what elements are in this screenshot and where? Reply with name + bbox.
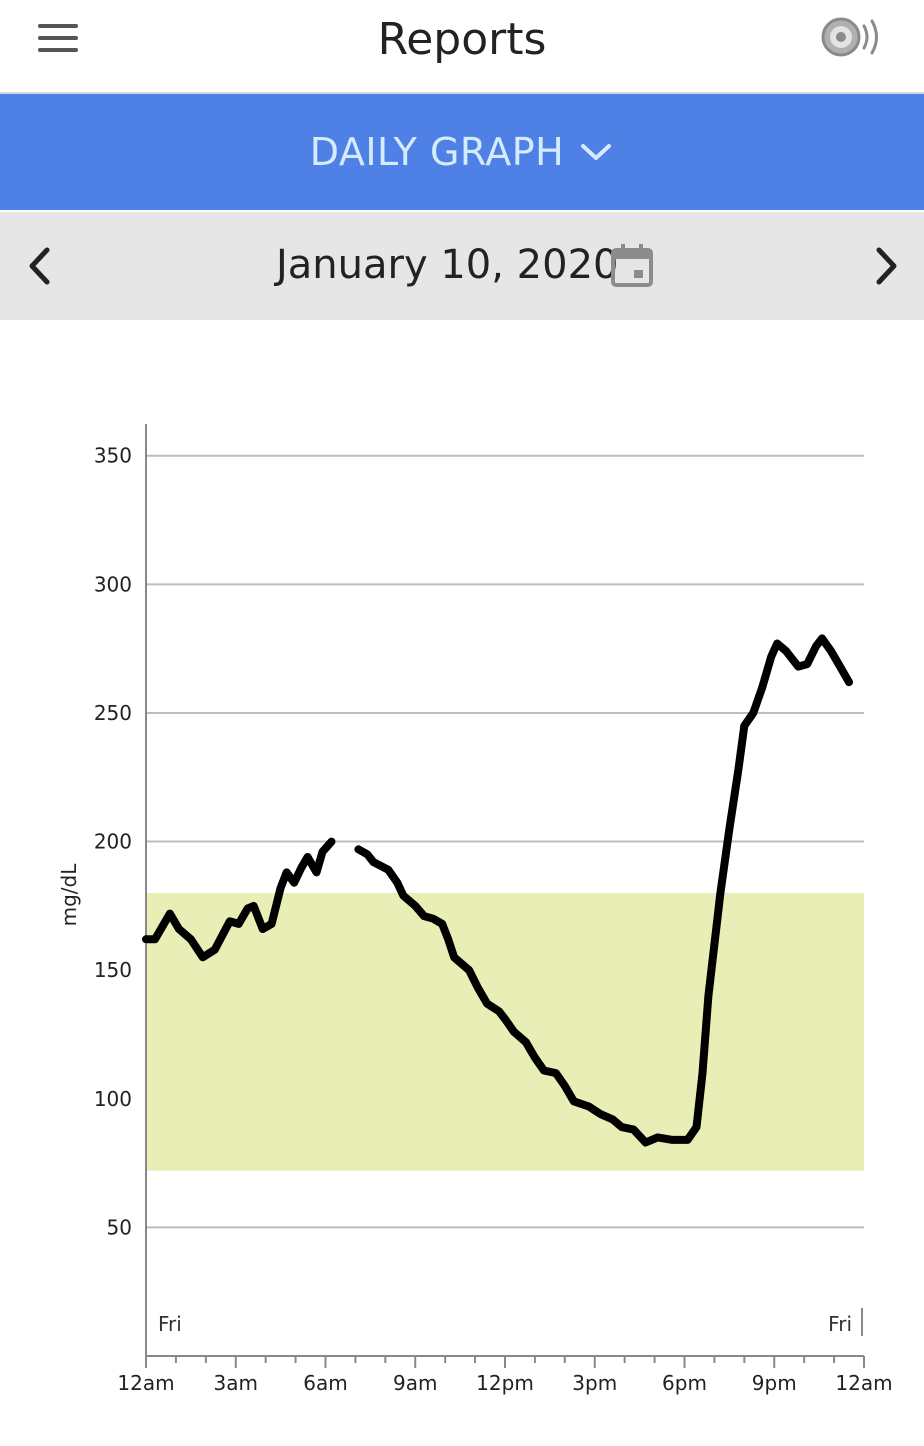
y-axis-label: mg/dL [57,863,81,927]
x-tick-label: 6am [303,1371,347,1395]
next-day-chevron-icon[interactable] [866,244,906,288]
y-tick-label: 150 [94,958,132,982]
page-title: Reports [0,14,924,65]
report-type-label: DAILY GRAPH [310,130,565,174]
date-navigator: January 10, 2020 [0,212,924,320]
y-tick-label: 50 [107,1215,132,1239]
x-tick-label: 3am [214,1371,258,1395]
sensor-signal-icon[interactable] [818,14,888,60]
day-label-end: Fri [828,1312,852,1336]
y-axis-ticks: 50 100 150 200 250 300 350 [94,444,132,1240]
y-tick-label: 100 [94,1087,132,1111]
y-tick-label: 300 [94,572,132,596]
x-tick-label: 9pm [752,1371,797,1395]
x-tick-label: 12am [117,1371,174,1395]
target-range-band [146,893,864,1171]
app-header: Reports [0,0,924,94]
x-tick-label: 9am [393,1371,437,1395]
day-label-start: Fri [158,1312,182,1336]
y-tick-label: 250 [94,701,132,725]
x-tick-label: 12pm [476,1371,534,1395]
x-tick-label: 6pm [662,1371,707,1395]
y-tick-label: 200 [94,830,132,854]
selected-date: January 10, 2020 [276,242,618,288]
x-tick-label: 12am [835,1371,892,1395]
x-axis-ticks: 12am 3am 6am 9am 12pm 3pm 6pm 9pm 12am [117,1356,892,1395]
x-tick-label: 3pm [572,1371,617,1395]
calendar-icon[interactable] [610,242,654,288]
report-type-dropdown[interactable]: DAILY GRAPH [0,94,924,210]
chevron-down-icon [578,140,614,164]
glucose-daily-chart: 50 100 150 200 250 300 350 12am 3am 6am 9am 12pm 3p… [0,320,924,1446]
y-tick-label: 350 [94,444,132,468]
previous-day-chevron-icon[interactable] [20,244,60,288]
